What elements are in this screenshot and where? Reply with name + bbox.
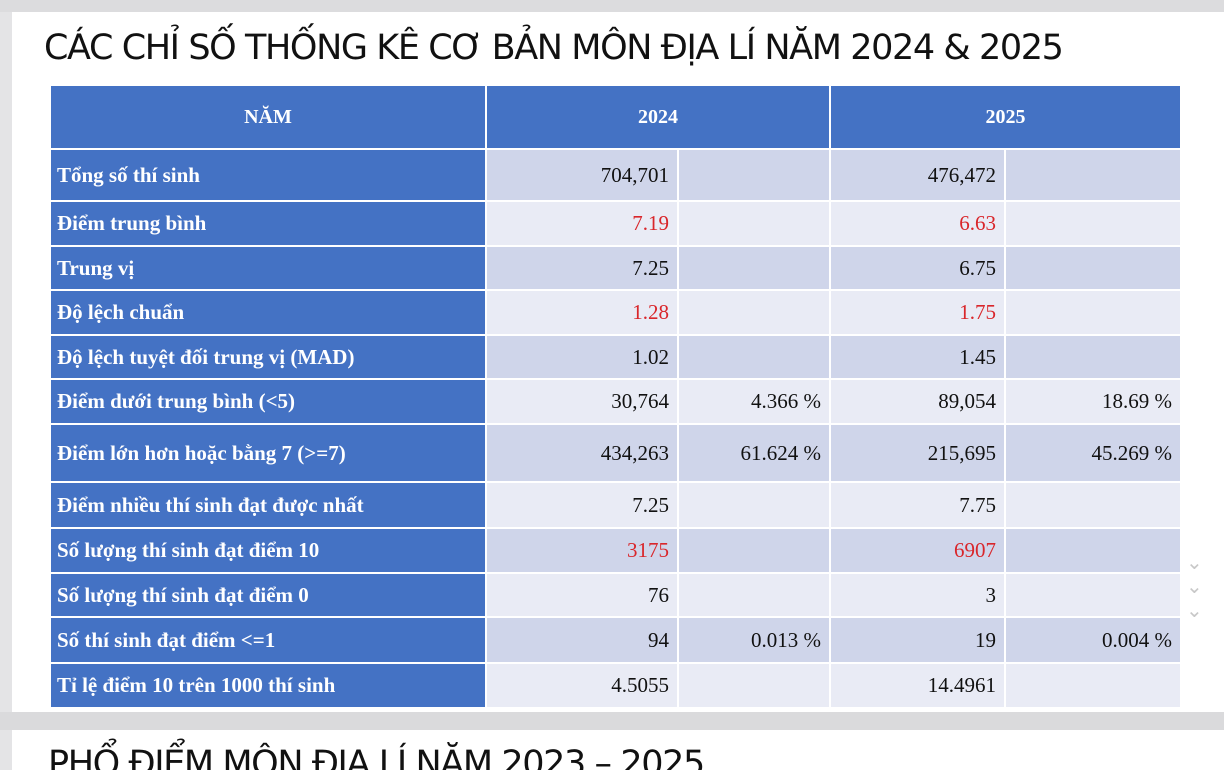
row-label: Điểm dưới trung bình (<5) xyxy=(49,378,487,425)
percent-2024: 61.624 % xyxy=(677,423,831,483)
value-2024: 4.5055 xyxy=(485,662,679,709)
page-title: CÁC CHỈ SỐ THỐNG KÊ CƠ BẢN MÔN ĐỊA LÍ NĂ… xyxy=(44,28,1064,68)
row-label: Số lượng thí sinh đạt điểm 0 xyxy=(49,572,487,618)
percent-2025 xyxy=(1004,481,1182,529)
slide-next: PHỔ ĐIỂM MÔN ĐỊA LÍ NĂM 2023 – 2025 xyxy=(12,730,1224,770)
row-label: Độ lệch tuyệt đối trung vị (MAD) xyxy=(49,334,487,380)
table-row: Số lượng thí sinh đạt điểm 10 3175 6907 xyxy=(49,527,1182,574)
row-label: Điểm nhiều thí sinh đạt được nhất xyxy=(49,481,487,529)
percent-2025 xyxy=(1004,245,1182,291)
table-row: Điểm lớn hơn hoặc bằng 7 (>=7) 434,263 61.… xyxy=(49,423,1182,483)
percent-2025 xyxy=(1004,200,1182,247)
table-row: Độ lệch tuyệt đối trung vị (MAD) 1.02 1.45 xyxy=(49,334,1182,380)
statistics-table: NĂM 2024 2025 Tổng số thí sinh 704,701 476… xyxy=(49,84,1182,709)
value-2025: 3 xyxy=(829,572,1006,618)
row-label: Tổng số thí sinh xyxy=(49,148,487,202)
header-2024: 2024 xyxy=(485,84,831,150)
value-2025: 215,695 xyxy=(829,423,1006,483)
value-2024: 76 xyxy=(485,572,679,618)
percent-2024: 4.366 % xyxy=(677,378,831,425)
header-2025: 2025 xyxy=(829,84,1182,150)
value-2024: 434,263 xyxy=(485,423,679,483)
percent-2024 xyxy=(677,662,831,709)
table-row: Số thí sinh đạt điểm <=1 94 0.013 % 19 0.004… xyxy=(49,616,1182,664)
table-row: Độ lệch chuẩn 1.28 1.75 xyxy=(49,289,1182,336)
slide-gap xyxy=(0,712,1224,730)
table-row: Điểm dưới trung bình (<5) 30,764 4.366 % 89… xyxy=(49,378,1182,425)
value-2025: 1.75 xyxy=(829,289,1006,336)
percent-2024: 0.013 % xyxy=(677,616,831,664)
value-2024: 7.25 xyxy=(485,245,679,291)
header-year: NĂM xyxy=(49,84,487,150)
next-slide-title: PHỔ ĐIỂM MÔN ĐỊA LÍ NĂM 2023 – 2025 xyxy=(48,744,705,770)
value-2025: 1.45 xyxy=(829,334,1006,380)
row-label: Số lượng thí sinh đạt điểm 10 xyxy=(49,527,487,574)
table-row: Điểm trung bình 7.19 6.63 xyxy=(49,200,1182,247)
table-row: Số lượng thí sinh đạt điểm 0 76 3 xyxy=(49,572,1182,618)
value-2024: 704,701 xyxy=(485,148,679,202)
value-2024: 3175 xyxy=(485,527,679,574)
percent-2025 xyxy=(1004,148,1182,202)
value-2024: 94 xyxy=(485,616,679,664)
percent-2025 xyxy=(1004,527,1182,574)
value-2024: 30,764 xyxy=(485,378,679,425)
value-2025: 7.75 xyxy=(829,481,1006,529)
value-2025: 19 xyxy=(829,616,1006,664)
percent-2024 xyxy=(677,481,831,529)
percent-2024 xyxy=(677,334,831,380)
value-2024: 1.02 xyxy=(485,334,679,380)
percent-2025: 18.69 % xyxy=(1004,378,1182,425)
percent-2025: 0.004 % xyxy=(1004,616,1182,664)
row-label: Tỉ lệ điểm 10 trên 1000 thí sinh xyxy=(49,662,487,709)
percent-2025 xyxy=(1004,334,1182,380)
table-row: Tỉ lệ điểm 10 trên 1000 thí sinh 4.5055 14… xyxy=(49,662,1182,709)
row-label: Số thí sinh đạt điểm <=1 xyxy=(49,616,487,664)
value-2024: 7.19 xyxy=(485,200,679,247)
percent-2025 xyxy=(1004,572,1182,618)
row-label: Độ lệch chuẩn xyxy=(49,289,487,336)
row-label: Trung vị xyxy=(49,245,487,291)
value-2025: 6907 xyxy=(829,527,1006,574)
row-label: Điểm lớn hơn hoặc bằng 7 (>=7) xyxy=(49,423,487,483)
percent-2024 xyxy=(677,148,831,202)
table-header-row: NĂM 2024 2025 xyxy=(49,84,1182,150)
percent-2025 xyxy=(1004,289,1182,336)
scroll-indicator-icon: ⌄ ⌄ ⌄ xyxy=(1186,550,1203,622)
percent-2024 xyxy=(677,245,831,291)
percent-2025 xyxy=(1004,662,1182,709)
value-2024: 1.28 xyxy=(485,289,679,336)
percent-2025: 45.269 % xyxy=(1004,423,1182,483)
value-2025: 476,472 xyxy=(829,148,1006,202)
percent-2024 xyxy=(677,200,831,247)
row-label: Điểm trung bình xyxy=(49,200,487,247)
top-strip xyxy=(0,0,1224,12)
percent-2024 xyxy=(677,527,831,574)
table-row: Điểm nhiều thí sinh đạt được nhất 7.25 7.7… xyxy=(49,481,1182,529)
value-2025: 89,054 xyxy=(829,378,1006,425)
table-row: Tổng số thí sinh 704,701 476,472 xyxy=(49,148,1182,202)
value-2025: 6.63 xyxy=(829,200,1006,247)
value-2025: 6.75 xyxy=(829,245,1006,291)
percent-2024 xyxy=(677,572,831,618)
value-2025: 14.4961 xyxy=(829,662,1006,709)
value-2024: 7.25 xyxy=(485,481,679,529)
percent-2024 xyxy=(677,289,831,336)
table-row: Trung vị 7.25 6.75 xyxy=(49,245,1182,291)
